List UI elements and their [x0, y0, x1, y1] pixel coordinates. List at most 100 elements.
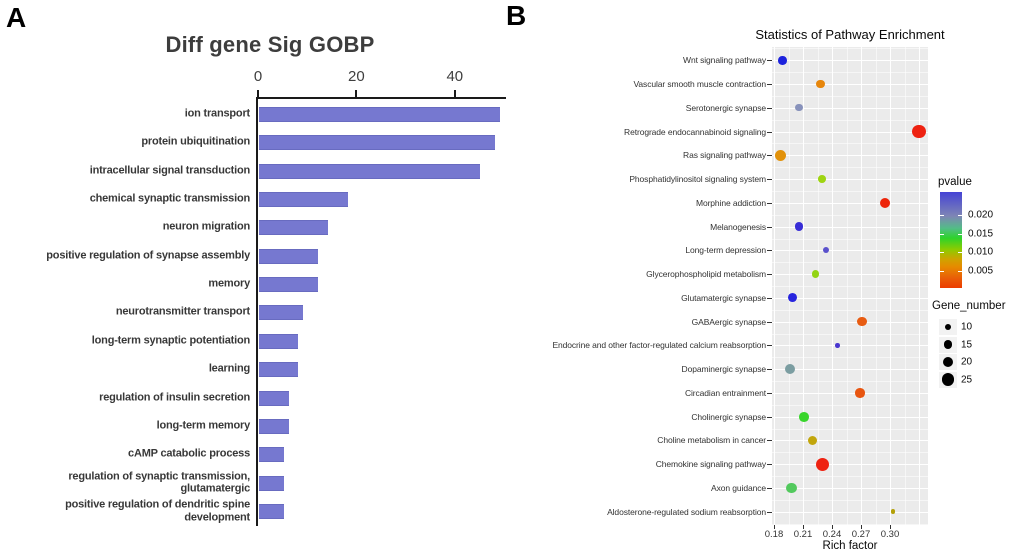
gridline-horizontal [772, 107, 928, 109]
gobp-bar [259, 220, 328, 236]
gridline-horizontal [772, 487, 928, 489]
pathway-axis-tick [767, 416, 772, 418]
gobp-axis-top-line [256, 97, 506, 99]
pathway-label: Long-term depression [685, 245, 766, 256]
pathway-axis-tick [767, 60, 772, 62]
gridline-horizontal [772, 392, 928, 394]
pvalue-colorbar-tick [958, 215, 962, 216]
pathway-dot [795, 104, 803, 112]
gobp-bar-label: positive regulation of synapse assembly [46, 249, 250, 262]
gridline-horizontal [772, 321, 928, 323]
gobp-bar [259, 475, 284, 491]
pathway-dot [787, 293, 797, 303]
gridline-vertical [875, 47, 877, 525]
pathway-label: Aldosterone-regulated sodium reabsorptio… [607, 506, 766, 517]
gridline-horizontal [772, 202, 928, 204]
gridline-horizontal-minor [772, 95, 928, 97]
gene-number-legend-dot [944, 323, 952, 331]
gobp-bar [259, 135, 496, 151]
pvalue-tick-label: 0.005 [968, 265, 994, 277]
pvalue-colorbar [940, 192, 962, 288]
gridline-horizontal [772, 297, 928, 299]
pvalue-tick-label: 0.010 [968, 246, 994, 258]
gridline-vertical [890, 47, 891, 525]
pvalue-tick-label: 0.020 [968, 209, 994, 221]
gridline-horizontal-minor [772, 333, 928, 335]
pathway-label: Dopaminergic synapse [681, 364, 767, 375]
gridline-horizontal-minor [772, 428, 928, 430]
gridline-vertical [846, 47, 848, 525]
pvalue-colorbar-tick [940, 271, 944, 273]
gridline-horizontal-minor [772, 286, 928, 288]
gridline-horizontal [772, 511, 928, 513]
pathway-label: Glutamatergic synapse [681, 292, 766, 303]
gobp-bar-label: intracellular signal transduction [89, 164, 250, 177]
pvalue-colorbar-tick [940, 233, 944, 235]
pathway-axis-tick [767, 440, 772, 442]
gridline-horizontal [772, 84, 928, 86]
pathway-dot [855, 388, 865, 398]
pathway-dot [816, 79, 825, 89]
pathway-axis-tick [767, 392, 772, 394]
rich-factor-tick-label: 0.18 [764, 529, 784, 540]
rich-factor-axis-tick [832, 525, 833, 529]
gobp-axis-tick [453, 90, 456, 97]
gobp-axis-tick-label: 0 [253, 68, 263, 85]
gridline-horizontal [772, 155, 928, 157]
pathway-dot [775, 149, 787, 161]
gridline-vertical [817, 47, 819, 525]
pathway-label: Wnt signaling pathway [683, 55, 766, 66]
gobp-chart-title: Diff gene Sig GOBP [165, 32, 375, 57]
pathway-dot [823, 247, 830, 254]
gobp-bar [259, 503, 284, 519]
gene-number-legend-value: 20 [961, 356, 973, 368]
rich-factor-axis-tick [890, 525, 891, 529]
gobp-bar-label: chemical synaptic transmission [89, 192, 250, 205]
gobp-bar-label: long-term memory [156, 419, 251, 432]
gobp-bar-label: cAMP catabolic process [128, 447, 250, 460]
pathway-dot [835, 343, 841, 348]
pvalue-colorbar-tick [958, 252, 962, 254]
pathway-label: Endocrine and other factor-regulated cal… [552, 340, 766, 351]
gobp-axis-left-line [256, 97, 258, 526]
dotplot-panel [772, 47, 928, 525]
gobp-axis-tick-label: 20 [348, 68, 365, 85]
rich-factor-tick-label: 0.24 [822, 529, 842, 540]
gobp-bar [259, 418, 289, 434]
gridline-vertical [832, 47, 833, 525]
pathway-axis-tick [767, 155, 772, 157]
gridline-horizontal [772, 464, 928, 466]
gobp-bar [259, 362, 299, 378]
gobp-axis-tick [257, 90, 259, 97]
rich-factor-tick-label: 0.27 [851, 529, 871, 540]
gridline-horizontal [772, 345, 928, 347]
gridline-horizontal [772, 440, 928, 442]
gridline-horizontal-minor [772, 476, 928, 478]
pathway-label: Morphine addiction [695, 197, 766, 208]
gridline-horizontal-minor [772, 167, 928, 169]
gridline-horizontal [772, 274, 928, 276]
pathway-dot [857, 317, 867, 327]
gridline-horizontal-minor [772, 357, 928, 359]
pathway-axis-tick [767, 84, 772, 86]
gobp-bar-label: long-term synaptic potentiation [91, 334, 250, 347]
pathway-axis-tick [767, 179, 772, 181]
gridline-vertical [788, 47, 790, 525]
pathway-label: Phosphatidylinositol signaling system [629, 174, 766, 185]
pathway-axis-tick [767, 107, 772, 109]
pvalue-colorbar-tick [940, 252, 944, 254]
pathway-label: Serotonergic synapse [685, 102, 766, 113]
gridline-horizontal-minor [772, 309, 928, 311]
gene-number-legend-dot [941, 373, 955, 386]
pvalue-legend-title: pvalue [938, 176, 972, 188]
gobp-bar [259, 277, 319, 293]
pathway-dot [808, 435, 818, 446]
gobp-bar [259, 333, 299, 349]
pathway-axis-tick [767, 345, 772, 347]
rich-factor-tick-label: 0.21 [793, 529, 813, 540]
gridline-vertical [904, 47, 906, 525]
gobp-bar [259, 447, 284, 463]
pathway-dot [786, 482, 797, 494]
rich-factor-axis-tick [774, 525, 775, 529]
